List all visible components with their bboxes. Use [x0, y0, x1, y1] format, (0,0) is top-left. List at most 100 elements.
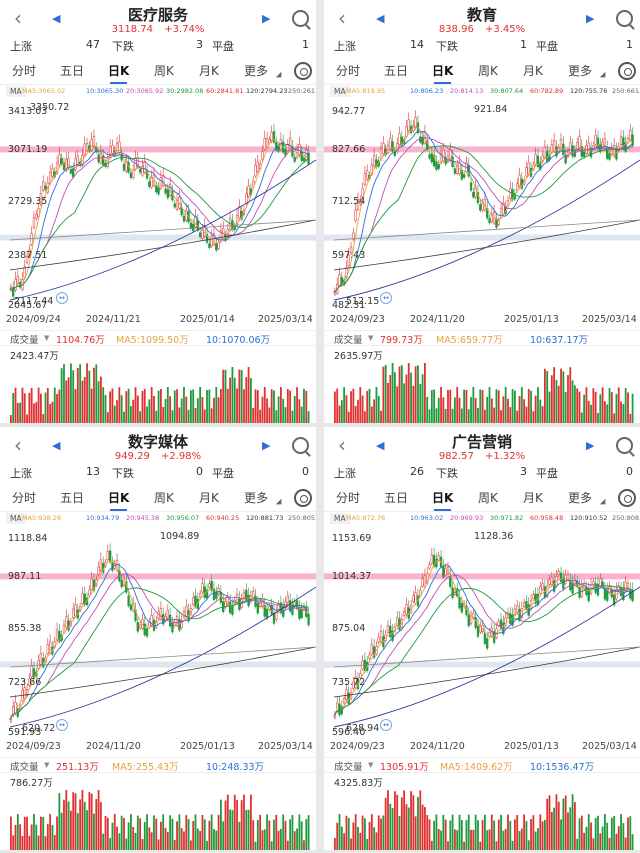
tab-0[interactable]: 分时 [336, 64, 361, 78]
volume-chart[interactable] [324, 344, 640, 423]
next-sector-icon[interactable]: ▶ [262, 12, 271, 25]
next-sector-icon[interactable]: ▶ [586, 439, 595, 452]
settings-icon[interactable] [294, 62, 312, 80]
volume-indicator-button[interactable]: 成交量 [10, 335, 39, 346]
volume-bar [502, 396, 505, 423]
volume-bar [153, 395, 155, 423]
kline-chart[interactable] [0, 100, 316, 332]
back-icon[interactable]: ‹ [14, 433, 22, 457]
search-icon[interactable] [292, 437, 309, 454]
tab-2[interactable]: 日K [108, 64, 130, 84]
volume-indicator-button[interactable]: 成交量 [334, 335, 363, 346]
tab-1[interactable]: 五日 [60, 64, 85, 78]
volume-indicator-button[interactable]: 成交量 [334, 762, 363, 773]
volume-chart[interactable] [324, 771, 640, 850]
settings-icon[interactable] [618, 62, 636, 80]
reset-zoom-icon[interactable]: ↔ [380, 719, 392, 731]
settings-icon[interactable] [618, 489, 636, 507]
volume-bar [146, 406, 148, 423]
volume-bar [541, 406, 544, 423]
tab-2[interactable]: 日K [432, 491, 454, 511]
chevron-down-icon[interactable]: ▼ [44, 761, 50, 769]
more-dropdown-icon[interactable] [275, 71, 285, 81]
reset-zoom-icon[interactable]: ↔ [380, 292, 392, 304]
settings-icon[interactable] [294, 489, 312, 507]
tab-1[interactable]: 五日 [384, 491, 409, 505]
tab-5[interactable]: 更多 [244, 491, 269, 505]
candle [235, 593, 239, 604]
more-dropdown-icon[interactable] [275, 498, 285, 508]
candle [173, 203, 176, 208]
volume-bar [444, 408, 447, 423]
tab-4[interactable]: 月K [523, 491, 543, 505]
back-icon[interactable]: ‹ [338, 433, 346, 457]
tab-0[interactable]: 分时 [12, 64, 37, 78]
volume-chart[interactable] [0, 771, 316, 850]
kline-chart[interactable] [324, 100, 640, 332]
volume-bar [289, 819, 292, 850]
candle [389, 137, 392, 150]
volume-indicator-button[interactable]: 成交量 [10, 762, 39, 773]
ma-button[interactable]: MA [330, 513, 350, 524]
tab-1[interactable]: 五日 [384, 64, 409, 78]
next-sector-icon[interactable]: ▶ [262, 439, 271, 452]
prev-sector-icon[interactable]: ◀ [376, 12, 385, 25]
volume-bar [474, 814, 477, 850]
search-icon[interactable] [292, 10, 309, 27]
prev-sector-icon[interactable]: ◀ [52, 439, 61, 452]
back-icon[interactable]: ‹ [338, 6, 346, 30]
tab-0[interactable]: 分时 [336, 491, 361, 505]
volume-bar [76, 813, 79, 850]
tab-5[interactable]: 更多 [568, 64, 593, 78]
volume-bar [343, 833, 346, 850]
candle [150, 176, 153, 188]
volume-bar [146, 814, 148, 850]
ma-button[interactable]: MA [330, 86, 350, 97]
candle [208, 583, 211, 588]
tab-3[interactable]: 周K [478, 64, 498, 78]
ma-button[interactable]: MA [6, 86, 26, 97]
search-icon[interactable] [616, 437, 633, 454]
ma-button[interactable]: MA [6, 513, 26, 524]
tab-5[interactable]: 更多 [244, 64, 269, 78]
tab-1[interactable]: 五日 [60, 491, 85, 505]
volume-bar [368, 388, 371, 423]
volume-max-label: 786.27万 [10, 778, 53, 789]
prev-sector-icon[interactable]: ◀ [52, 12, 61, 25]
volume-ma5: MA5:1099.50万 [116, 335, 189, 346]
volume-bar [291, 410, 294, 423]
chevron-down-icon[interactable]: ▼ [368, 334, 374, 342]
reset-zoom-icon[interactable]: ↔ [56, 719, 68, 731]
candle [576, 142, 579, 149]
kline-chart[interactable] [324, 527, 640, 759]
tab-4[interactable]: 月K [199, 64, 219, 78]
more-dropdown-icon[interactable] [599, 71, 609, 81]
kline-chart[interactable] [0, 527, 316, 759]
chevron-down-icon[interactable]: ▼ [368, 761, 374, 769]
more-dropdown-icon[interactable] [599, 498, 609, 508]
volume-bar [396, 386, 399, 423]
reset-zoom-icon[interactable]: ↔ [56, 292, 68, 304]
candle [559, 572, 563, 582]
prev-sector-icon[interactable]: ◀ [376, 439, 385, 452]
tab-3[interactable]: 周K [154, 491, 174, 505]
tab-2[interactable]: 日K [432, 64, 454, 84]
search-icon[interactable] [616, 10, 633, 27]
chevron-down-icon[interactable]: ▼ [44, 334, 50, 342]
volume-bar [391, 807, 394, 850]
candle [44, 185, 47, 190]
tab-3[interactable]: 周K [478, 491, 498, 505]
tab-3[interactable]: 周K [154, 64, 174, 78]
volume-bar [194, 814, 197, 850]
tab-4[interactable]: 月K [199, 491, 219, 505]
tab-5[interactable]: 更多 [568, 491, 593, 505]
tab-0[interactable]: 分时 [12, 491, 37, 505]
volume-bar [377, 815, 380, 850]
back-icon[interactable]: ‹ [14, 6, 22, 30]
tab-4[interactable]: 月K [523, 64, 543, 78]
volume-chart[interactable] [0, 344, 316, 423]
tab-2[interactable]: 日K [108, 491, 130, 511]
next-sector-icon[interactable]: ▶ [586, 12, 595, 25]
volume-bar [236, 388, 238, 423]
y-axis-label: 482.31 [332, 300, 366, 311]
